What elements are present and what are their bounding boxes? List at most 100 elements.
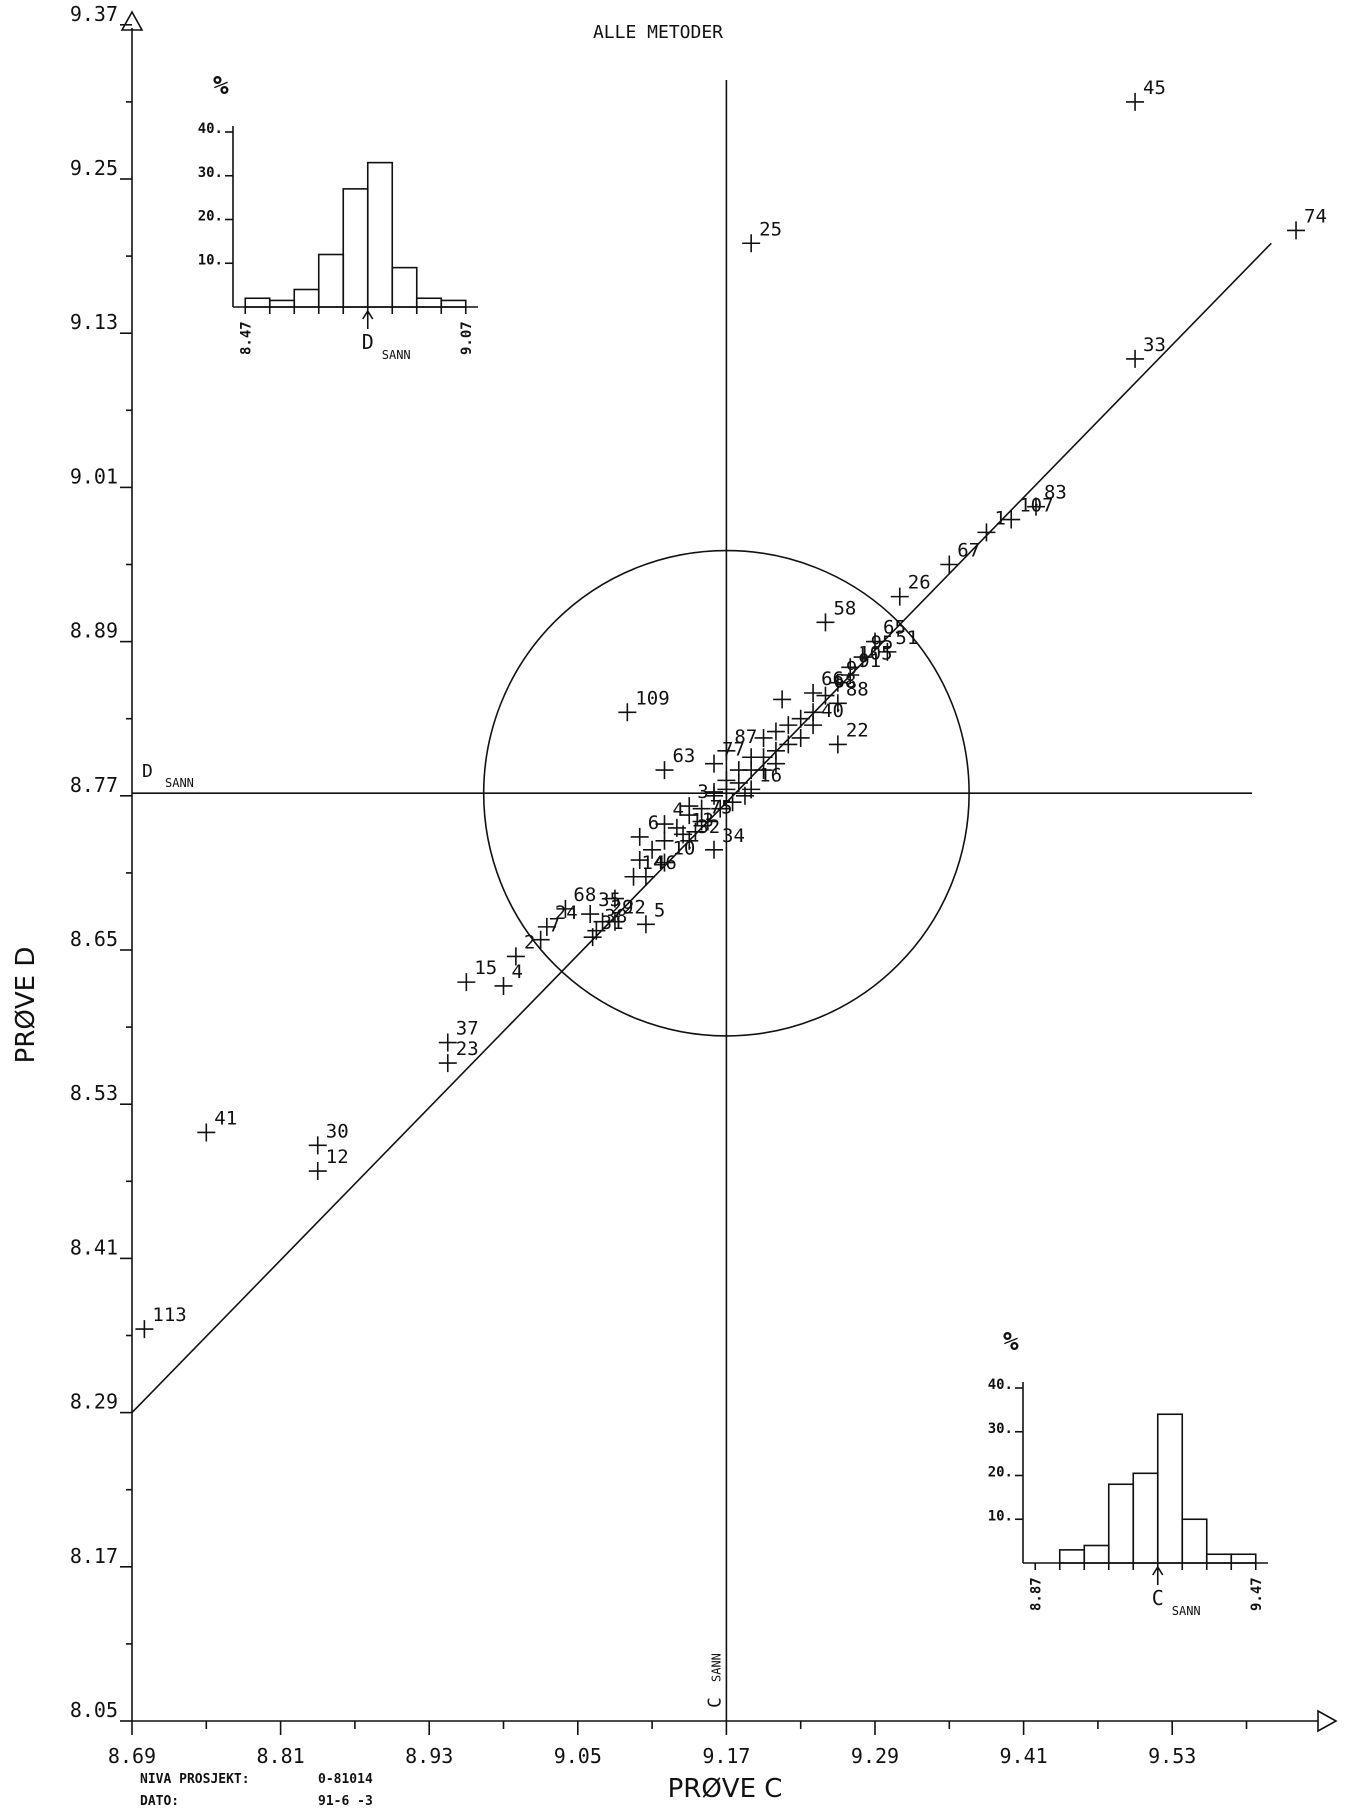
x-tick-label: 8.93	[405, 1744, 453, 1768]
x-axis-title: PRØVE C	[668, 1774, 783, 1804]
point-marker	[438, 1033, 457, 1052]
y-axis-arrow	[120, 10, 144, 31]
point-label: 51	[895, 627, 918, 649]
y-tick-label: 8.29	[70, 1390, 118, 1414]
hist-y-tick-label: 10.	[198, 252, 223, 268]
point-marker	[636, 915, 655, 934]
hist-bar	[342, 188, 369, 308]
tolerance-circle	[482, 549, 970, 1037]
point-marker	[742, 780, 761, 799]
cluster-point-marker	[791, 728, 810, 747]
cluster-point-marker	[605, 889, 624, 908]
point-label: 45	[1143, 77, 1166, 99]
cluster-point-marker	[723, 793, 742, 812]
cluster-point-marker	[766, 722, 785, 741]
point-label: 4	[512, 961, 523, 983]
hist-bar	[317, 253, 345, 308]
hist-marker-arrow	[362, 309, 374, 329]
point-marker	[531, 930, 550, 949]
cluster-point-marker	[773, 690, 792, 709]
point-label: 6	[648, 812, 659, 834]
point-label: 13	[691, 809, 714, 831]
point-marker	[581, 905, 600, 924]
hist-marker-sub: SANN	[382, 348, 411, 362]
y-tick-label: 9.25	[70, 156, 118, 180]
point-marker	[618, 703, 637, 722]
point-label: 30	[326, 1120, 349, 1142]
point-label: 33	[1143, 334, 1166, 356]
point-label: 67	[957, 540, 980, 562]
c-sann-sub: SANN	[709, 1653, 723, 1682]
point-marker	[853, 648, 872, 667]
point-marker	[878, 642, 897, 661]
point-label: 4	[672, 799, 683, 821]
point-label: 109	[635, 687, 669, 709]
hist-bar	[1181, 1518, 1208, 1564]
point-label: 12	[326, 1146, 349, 1168]
point-marker	[816, 613, 835, 632]
point-marker	[1002, 510, 1021, 529]
point-marker	[308, 1162, 327, 1181]
point-label: 1	[994, 507, 1005, 529]
hist-y-tick-label: 20.	[198, 209, 223, 225]
x-tick-label: 8.81	[257, 1744, 305, 1768]
point-label: 31	[601, 912, 624, 934]
point-marker	[816, 686, 835, 705]
point-label: 25	[759, 218, 782, 240]
point-marker	[537, 917, 556, 936]
point-label: 105	[858, 642, 892, 664]
hist-percent-label: %	[1003, 1327, 1019, 1357]
point-label: 14	[642, 852, 665, 874]
point-label: 22	[623, 897, 646, 919]
point-label: 63	[672, 745, 695, 767]
y-tick-label: 8.77	[70, 773, 118, 797]
y-tick-label: 8.05	[70, 1698, 118, 1722]
point-marker	[308, 1136, 327, 1155]
d-sann-label: D	[142, 761, 153, 782]
x-tick-label: 9.17	[702, 1744, 750, 1768]
point-label: 58	[833, 597, 856, 619]
point-marker	[977, 523, 996, 542]
point-marker	[605, 912, 624, 931]
hist-x-end-label: 9.07	[459, 321, 475, 355]
y-tick-label: 9.37	[70, 2, 118, 26]
hist-bar	[1083, 1544, 1110, 1564]
point-label: 83	[1044, 482, 1067, 504]
point-label: 9	[846, 658, 857, 680]
point-marker	[1287, 221, 1306, 240]
point-marker	[1026, 497, 1045, 516]
point-marker	[804, 684, 823, 702]
point-marker	[587, 921, 606, 940]
point-label: 32	[697, 816, 720, 838]
point-label: 40	[821, 700, 844, 722]
y-tick-label: 8.65	[70, 927, 118, 951]
point-marker	[828, 673, 847, 692]
cluster-point-marker	[754, 728, 773, 747]
point-marker	[655, 815, 674, 834]
x-tick-label: 9.53	[1148, 1744, 1196, 1768]
point-marker	[1126, 92, 1145, 111]
hist-bar	[1107, 1483, 1135, 1564]
axes: 8.69 8.81 8.93 9.05 9.17 9.29 9.41 9.53 8.05 8.17…	[70, 2, 1338, 1768]
point-marker	[742, 234, 761, 253]
point-marker	[890, 587, 909, 606]
point-marker	[457, 973, 476, 992]
hist-y-tick-label: 30.	[988, 1421, 1013, 1437]
hist-bar	[293, 288, 320, 308]
point-marker	[494, 976, 513, 995]
hist-bar	[440, 299, 467, 308]
point-marker	[828, 694, 847, 713]
hist-y-tick-label: 40.	[988, 1377, 1013, 1393]
d-sann-sub: SANN	[165, 776, 194, 790]
hist-x-start-label: 8.47	[238, 321, 254, 355]
point-label: 15	[474, 957, 497, 979]
footer-project-label: NIVA PROSJEKT:	[140, 1772, 250, 1787]
hist-marker-arrow	[1152, 1565, 1164, 1585]
cluster-point-marker	[779, 735, 798, 754]
point-marker	[135, 1320, 154, 1339]
point-label: 23	[456, 1038, 479, 1060]
point-label: 35	[598, 889, 621, 911]
footer-date-value: 91-6 -3	[318, 1794, 373, 1809]
hist-bar	[1230, 1553, 1257, 1564]
hist-bar	[1156, 1413, 1184, 1564]
